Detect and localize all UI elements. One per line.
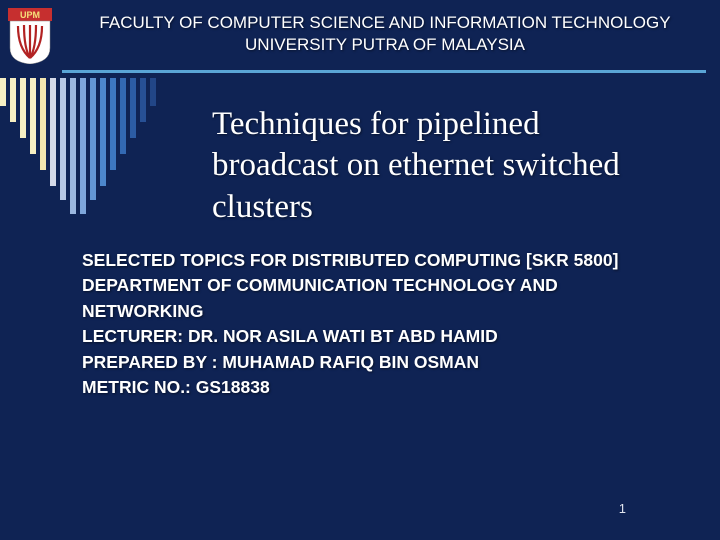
header: UPM FACULTY OF COMPUTER SCIENCE AND INFO… (0, 0, 720, 64)
logo-acronym: UPM (20, 10, 40, 20)
header-line-1: FACULTY OF COMPUTER SCIENCE AND INFORMAT… (62, 12, 708, 34)
body-line-5: METRIC NO.: GS18838 (82, 375, 642, 400)
decorative-bar (70, 78, 76, 214)
decorative-bar (0, 78, 6, 106)
body-line-4: PREPARED BY : MUHAMAD RAFIQ BIN OSMAN (82, 350, 642, 375)
decorative-bars (0, 78, 156, 214)
decorative-bar (50, 78, 56, 186)
header-title: FACULTY OF COMPUTER SCIENCE AND INFORMAT… (62, 8, 708, 56)
decorative-bar (140, 78, 146, 122)
header-line-2: UNIVERSITY PUTRA OF MALAYSIA (62, 34, 708, 56)
page-number: 1 (619, 501, 626, 516)
decorative-bar (80, 78, 86, 214)
slide-body: SELECTED TOPICS FOR DISTRIBUTED COMPUTIN… (82, 248, 642, 400)
university-logo: UPM (8, 8, 52, 64)
decorative-bar (90, 78, 96, 200)
decorative-bar (40, 78, 46, 170)
body-line-2: DEPARTMENT OF COMMUNICATION TECHNOLOGY A… (82, 273, 642, 324)
slide-title: Techniques for pipelined broadcast on et… (212, 104, 672, 228)
decorative-bar (30, 78, 36, 154)
decorative-bar (100, 78, 106, 186)
decorative-bar (130, 78, 136, 138)
decorative-bar (150, 78, 156, 106)
decorative-bar (120, 78, 126, 154)
decorative-bar (60, 78, 66, 200)
decorative-bar (110, 78, 116, 170)
decorative-bar (20, 78, 26, 138)
body-line-3: LECTURER: DR. NOR ASILA WATI BT ABD HAMI… (82, 324, 642, 349)
decorative-bar (10, 78, 16, 122)
body-line-1: SELECTED TOPICS FOR DISTRIBUTED COMPUTIN… (82, 248, 642, 273)
header-divider (62, 70, 706, 73)
